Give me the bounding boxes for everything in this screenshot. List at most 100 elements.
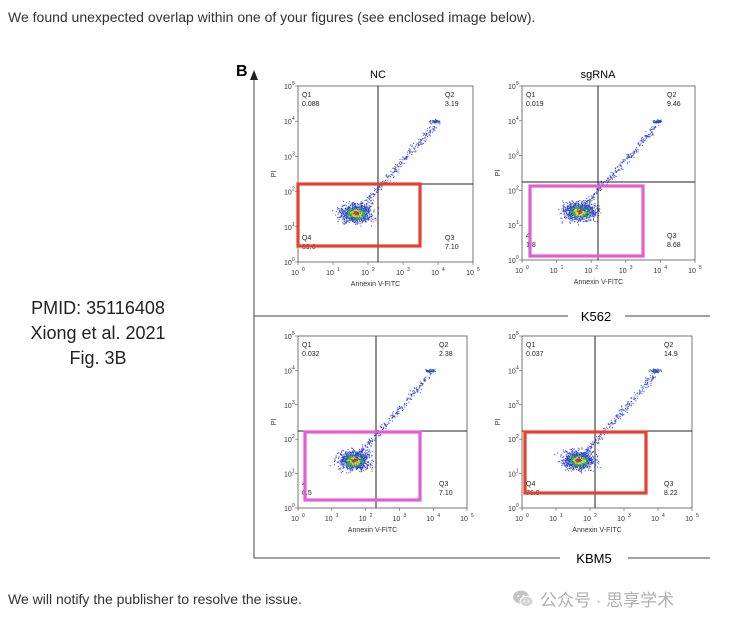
x-tick-exponent: 4 [442,267,445,273]
y-tick-exponent: 5 [292,81,295,87]
x-axis-label: Annexin V-FITC [574,279,623,286]
y-tick-label: 10 [284,403,292,410]
x-tick-label: 10 [584,268,592,275]
x-tick-exponent: 4 [664,265,667,271]
row-label-kbm5: KBM5 [576,551,611,566]
x-tick-label: 10 [466,270,474,277]
x-tick-label: 10 [550,268,558,275]
x-tick-exponent: 3 [628,513,631,519]
x-axis-label: Annexin V-FITC [351,281,400,288]
y-tick-label: 10 [284,225,292,232]
y-axis-label: PI [271,171,278,178]
x-tick-exponent: 1 [561,265,564,271]
highlight-box [303,430,422,502]
x-tick-exponent: 4 [662,513,665,519]
citation-authors: Xiong et al. 2021 [30,323,166,343]
y-tick-label: 10 [508,334,516,341]
y-tick-label: 10 [508,119,516,126]
y-tick-label: 10 [508,154,516,161]
watermark-text: 公众号 · 思享学术 [540,591,675,610]
citation: PMID: 35116408 Xiong et al. 2021 Fig. 3B [16,296,180,371]
quadrant-label-q3: Q3 [667,233,676,240]
y-tick-exponent: 2 [516,434,519,440]
x-tick-label: 10 [431,270,439,277]
quadrant-value-q2: 14.9 [664,351,678,358]
column-label-nc: NC [370,69,386,81]
x-tick-label: 10 [619,268,627,275]
plot-4: 10 010 010 110 110 210 210 310 310 410 410 510 5Anne… [495,331,699,534]
quadrant-label-q3: Q3 [439,481,448,488]
y-tick-exponent: 2 [516,185,519,191]
scatter-points [558,119,663,226]
x-tick-label: 10 [617,516,625,523]
quadrant-label-q1: Q1 [302,92,311,99]
x-tick-exponent: 0 [302,267,305,273]
y-tick-label: 10 [508,506,516,513]
quadrant-label-q4: Q4 [302,235,311,242]
x-tick-label: 10 [396,270,404,277]
y-tick-label: 10 [284,260,292,267]
quadrant-label-q1: Q1 [526,92,535,99]
y-tick-label: 10 [284,368,292,375]
quadrant-value-q3: 8.22 [664,490,678,497]
y-tick-exponent: 4 [292,116,295,122]
flow-cytometry-figure: B NC sgRNA K562 KBM5 10 010 010 110 110 210 21… [236,63,710,566]
row-label-k562: K562 [581,309,611,324]
quadrant-value-q2: 2.38 [439,351,453,358]
y-tick-exponent: 2 [292,434,295,440]
quadrant-value-q2: 9.46 [667,101,681,108]
wechat-icon [513,590,534,607]
y-tick-exponent: 3 [292,400,295,406]
quadrant-value-q2: 3.19 [445,101,459,108]
y-tick-exponent: 3 [292,151,295,157]
plot-1: 10 010 010 110 110 210 210 310 310 410 410 510 5Anne… [271,81,480,288]
x-tick-exponent: 3 [630,265,633,271]
quadrant-value-q3: 8.68 [667,242,681,249]
y-tick-label: 10 [284,437,292,444]
y-tick-label: 10 [508,368,516,375]
column-label-sgrna: sgRNA [581,69,617,81]
y-tick-exponent: 1 [516,469,519,475]
scatter-points [329,368,436,474]
highlight-box [296,182,422,248]
x-tick-exponent: 2 [595,265,598,271]
y-tick-label: 10 [284,190,292,197]
x-tick-exponent: 5 [699,265,702,271]
x-tick-exponent: 0 [302,513,305,519]
watermark: 公众号 · 思享学术 [512,586,674,611]
scatter-points [332,118,441,227]
quadrant-label-q4: 4 [526,233,530,240]
y-tick-label: 10 [508,472,516,479]
y-tick-label: 10 [508,188,516,195]
x-tick-label: 10 [291,270,299,277]
x-tick-exponent: 4 [437,513,440,519]
quadrant-label-q2: Q2 [445,92,454,99]
quadrant-label-q2: Q2 [664,342,673,349]
x-tick-label: 10 [460,516,468,523]
scatter-points [554,368,663,474]
x-tick-exponent: 5 [696,513,699,519]
y-tick-label: 10 [284,506,292,513]
quadrant-value-q3: 7.10 [445,244,459,251]
y-tick-exponent: 0 [292,257,295,263]
y-tick-exponent: 5 [292,331,295,337]
x-tick-exponent: 2 [370,513,373,519]
y-axis-label: PI [495,419,502,426]
quadrant-label-q2: Q2 [667,92,676,99]
y-tick-exponent: 4 [516,365,519,371]
plot-3: 10 010 010 110 110 210 210 310 310 410 410 510 5Anne… [271,331,474,534]
x-tick-label: 10 [688,268,696,275]
x-axis-label: Annexin V-FITC [348,527,397,534]
highlight-box [523,430,648,495]
x-tick-label: 10 [361,270,369,277]
quadrant-value-q1: 0.032 [302,351,320,358]
panel-label: B [236,63,248,80]
y-tick-exponent: 3 [516,400,519,406]
highlight-box [528,184,645,258]
y-tick-label: 10 [508,403,516,410]
quadrant-value-q4: 0.5 [302,490,312,497]
intro-text: We found unexpected overlap within one o… [8,9,536,25]
x-tick-label: 10 [515,268,523,275]
x-tick-exponent: 3 [407,267,410,273]
x-tick-exponent: 0 [526,513,529,519]
